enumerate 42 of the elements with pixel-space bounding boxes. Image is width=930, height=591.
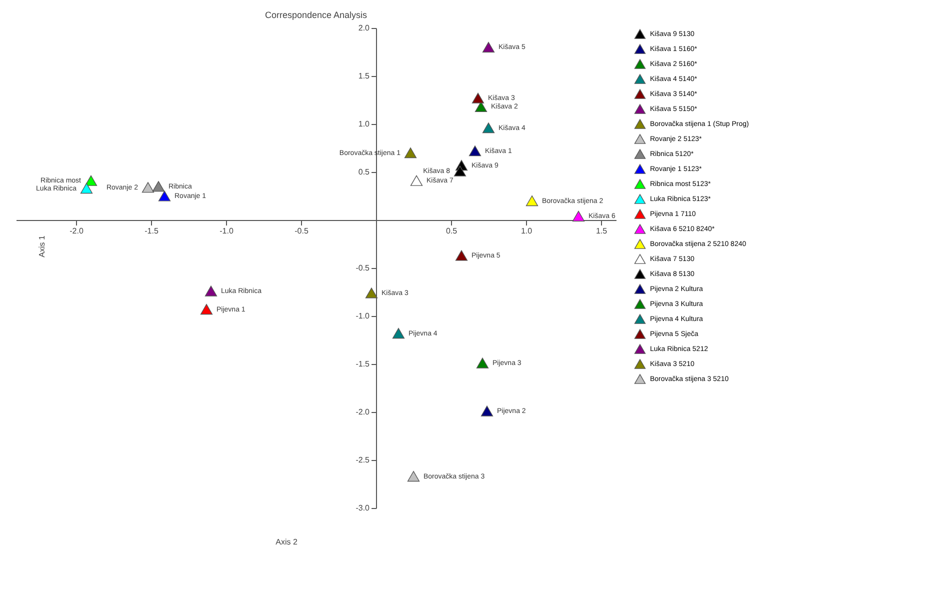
point <box>392 328 405 339</box>
y-tick-label: -2.0 <box>356 408 370 416</box>
point <box>152 181 165 192</box>
point <box>572 210 585 222</box>
x-tick-label: 0.5 <box>446 226 458 236</box>
point <box>158 190 171 202</box>
point <box>482 42 495 52</box>
y-tick-label: -3.0 <box>356 504 370 512</box>
x-axis-title: Axis 2 <box>276 538 298 546</box>
point <box>204 286 218 296</box>
point <box>472 92 484 104</box>
point <box>526 196 538 206</box>
y-tick-label: -0.5 <box>356 264 370 272</box>
y-tick-label: -2.5 <box>356 456 370 464</box>
point <box>454 166 466 176</box>
y-tick-label: 1.0 <box>358 120 370 128</box>
y-tick-label: -1.0 <box>356 312 370 320</box>
point <box>480 406 494 416</box>
point <box>80 183 93 194</box>
point <box>84 175 98 186</box>
x-tick-label: -2.0 <box>70 226 84 236</box>
point <box>404 148 417 158</box>
point <box>410 175 423 186</box>
point <box>476 358 489 368</box>
point <box>142 182 154 193</box>
point <box>455 250 468 261</box>
point <box>407 471 420 482</box>
y-axis-title: Axis 1 <box>38 235 46 258</box>
point <box>365 288 378 298</box>
point <box>468 146 482 156</box>
point <box>200 304 213 315</box>
x-tick-label: -0.5 <box>294 226 309 236</box>
x-tick-label: -1.0 <box>220 226 234 236</box>
x-tick-label: 1.5 <box>596 226 608 236</box>
x-tick-label: -1.5 <box>144 226 159 236</box>
chart-title: Correspondence Analysis <box>264 10 368 20</box>
y-tick-label: 0.5 <box>358 168 370 176</box>
x-tick-label: 1.0 <box>520 226 533 236</box>
y-tick-label: 2.0 <box>358 24 370 32</box>
point <box>482 122 495 134</box>
y-tick-label: -1.5 <box>356 360 370 368</box>
y-tick-label: 1.5 <box>358 72 370 80</box>
